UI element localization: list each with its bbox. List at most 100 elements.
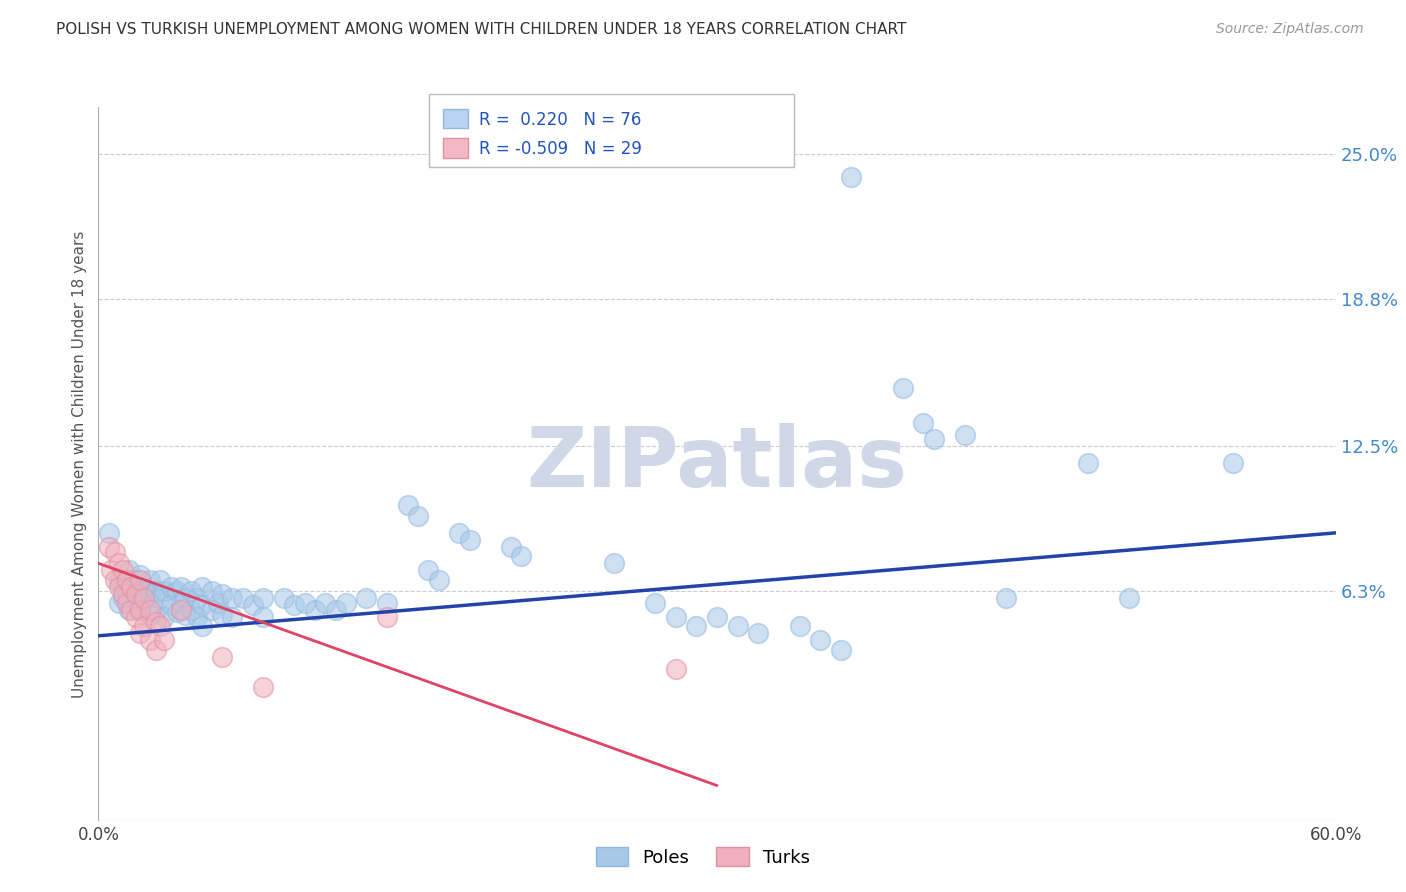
- Text: R =  0.220   N = 76: R = 0.220 N = 76: [479, 111, 641, 128]
- Point: [132, 596, 155, 610]
- Point: [891, 381, 914, 395]
- Point: [1118, 591, 1140, 606]
- Point: [221, 610, 243, 624]
- Y-axis label: Unemployment Among Women with Children Under 18 years: Unemployment Among Women with Children U…: [72, 230, 87, 698]
- Point: [830, 643, 852, 657]
- Point: [108, 573, 131, 587]
- Point: [139, 587, 162, 601]
- Point: [104, 573, 127, 587]
- Point: [211, 607, 233, 622]
- Point: [120, 580, 142, 594]
- Point: [132, 591, 155, 606]
- Text: R = -0.509   N = 29: R = -0.509 N = 29: [479, 140, 643, 158]
- Point: [953, 427, 976, 442]
- Point: [603, 556, 626, 570]
- Point: [159, 580, 181, 594]
- Point: [396, 498, 419, 512]
- Point: [104, 544, 127, 558]
- Point: [252, 610, 274, 624]
- Point: [706, 610, 728, 624]
- Point: [166, 584, 188, 599]
- Point: [207, 596, 229, 610]
- Point: [242, 599, 264, 613]
- Point: [304, 603, 326, 617]
- Point: [1222, 456, 1244, 470]
- Point: [273, 591, 295, 606]
- Point: [170, 580, 193, 594]
- Point: [124, 610, 146, 624]
- Point: [117, 596, 139, 610]
- Point: [789, 619, 811, 633]
- Point: [139, 607, 162, 622]
- Point: [201, 584, 224, 599]
- Point: [186, 591, 208, 606]
- Point: [112, 587, 135, 601]
- Legend: Poles, Turks: Poles, Turks: [588, 840, 818, 874]
- Point: [153, 584, 176, 599]
- Point: [180, 603, 202, 617]
- Point: [139, 603, 162, 617]
- Text: Source: ZipAtlas.com: Source: ZipAtlas.com: [1216, 22, 1364, 37]
- Point: [499, 540, 522, 554]
- Point: [252, 680, 274, 694]
- Point: [1077, 456, 1099, 470]
- Point: [128, 568, 150, 582]
- Point: [128, 584, 150, 599]
- Point: [117, 573, 139, 587]
- Point: [159, 599, 181, 613]
- Point: [685, 619, 707, 633]
- Text: ZIPatlas: ZIPatlas: [527, 424, 907, 504]
- Point: [170, 603, 193, 617]
- Point: [201, 603, 224, 617]
- Point: [211, 587, 233, 601]
- Point: [375, 596, 398, 610]
- Point: [283, 599, 305, 613]
- Point: [100, 563, 122, 577]
- Point: [128, 573, 150, 587]
- Point: [149, 591, 172, 606]
- Point: [335, 596, 357, 610]
- Point: [97, 525, 120, 540]
- Point: [145, 643, 167, 657]
- Point: [375, 610, 398, 624]
- Point: [124, 587, 146, 601]
- Point: [665, 610, 688, 624]
- Point: [912, 416, 935, 430]
- Point: [665, 662, 688, 676]
- Point: [325, 603, 347, 617]
- Point: [112, 591, 135, 606]
- Point: [132, 619, 155, 633]
- Point: [314, 596, 336, 610]
- Point: [190, 619, 212, 633]
- Point: [922, 432, 945, 446]
- Point: [644, 596, 666, 610]
- Point: [124, 591, 146, 606]
- Point: [149, 573, 172, 587]
- Point: [356, 591, 378, 606]
- Point: [145, 603, 167, 617]
- Point: [510, 549, 533, 564]
- Point: [145, 615, 167, 629]
- Point: [166, 606, 188, 620]
- Point: [994, 591, 1017, 606]
- Point: [190, 580, 212, 594]
- Point: [128, 603, 150, 617]
- Point: [458, 533, 481, 547]
- Point: [97, 540, 120, 554]
- Point: [294, 596, 316, 610]
- Point: [139, 633, 162, 648]
- Point: [808, 633, 831, 648]
- Point: [128, 626, 150, 640]
- Point: [174, 607, 197, 622]
- Point: [180, 584, 202, 599]
- Point: [174, 591, 197, 606]
- Point: [221, 591, 243, 606]
- Text: POLISH VS TURKISH UNEMPLOYMENT AMONG WOMEN WITH CHILDREN UNDER 18 YEARS CORRELAT: POLISH VS TURKISH UNEMPLOYMENT AMONG WOM…: [56, 22, 907, 37]
- Point: [128, 603, 150, 617]
- Point: [427, 573, 450, 587]
- Point: [186, 610, 208, 624]
- Point: [418, 563, 440, 577]
- Point: [120, 603, 142, 617]
- Point: [124, 573, 146, 587]
- Point: [108, 556, 131, 570]
